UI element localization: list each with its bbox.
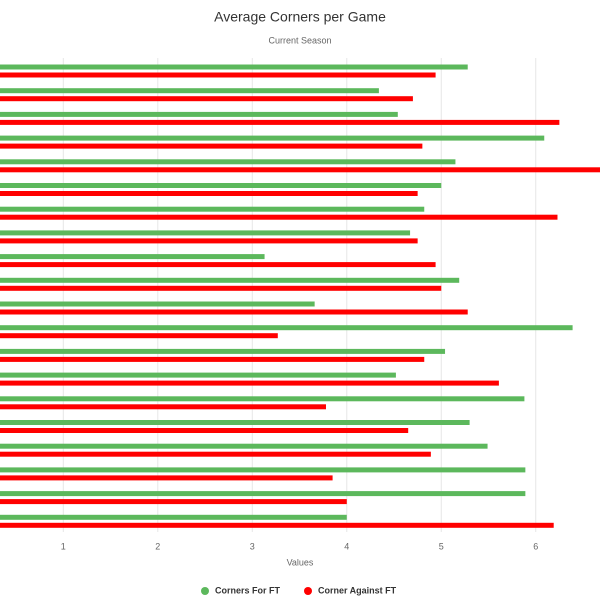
x-tick-label: 3 <box>250 541 255 551</box>
bar <box>0 72 436 78</box>
bar <box>0 285 442 291</box>
bar <box>0 380 499 386</box>
bar <box>0 88 379 94</box>
x-axis-title: Values <box>287 557 314 567</box>
bar <box>0 467 526 473</box>
bar <box>0 348 446 354</box>
legend-marker <box>304 587 312 595</box>
bar <box>0 262 436 268</box>
bar <box>0 522 554 528</box>
bar <box>0 514 347 520</box>
bar <box>0 135 545 141</box>
x-tick-label: 2 <box>155 541 160 551</box>
chart-subtitle: Current Season <box>268 35 331 45</box>
legend-marker <box>201 587 209 595</box>
bar <box>0 396 525 402</box>
bar <box>0 333 278 339</box>
legend-label: Corners For FT <box>215 585 281 595</box>
bar <box>0 64 468 70</box>
bar <box>0 159 456 165</box>
bar <box>0 475 333 481</box>
bar <box>0 301 315 307</box>
bar <box>0 254 265 260</box>
bar <box>0 451 431 457</box>
x-tick-label: 5 <box>439 541 444 551</box>
legend-label: Corner Against FT <box>318 585 397 595</box>
bar <box>0 404 326 410</box>
bar <box>0 183 442 188</box>
bar <box>0 111 398 117</box>
bar <box>0 277 460 283</box>
bar <box>0 230 411 236</box>
bar <box>0 167 600 173</box>
bar <box>0 191 418 196</box>
bar <box>0 238 418 244</box>
bar <box>0 309 468 315</box>
x-tick-label: 4 <box>344 541 349 551</box>
bar <box>0 206 425 212</box>
bar <box>0 214 558 220</box>
plot-area <box>0 58 600 532</box>
bar <box>0 325 573 331</box>
bar <box>0 96 413 102</box>
x-tick-label: 6 <box>533 541 538 551</box>
bar <box>0 420 470 425</box>
bar <box>0 443 488 449</box>
bar <box>0 499 347 505</box>
bar <box>0 428 409 433</box>
bar <box>0 372 396 378</box>
bar <box>0 491 526 497</box>
bar <box>0 119 560 125</box>
bar <box>0 143 423 149</box>
chart-title: Average Corners per Game <box>214 9 386 25</box>
bar <box>0 356 425 362</box>
x-tick-label: 1 <box>61 541 66 551</box>
